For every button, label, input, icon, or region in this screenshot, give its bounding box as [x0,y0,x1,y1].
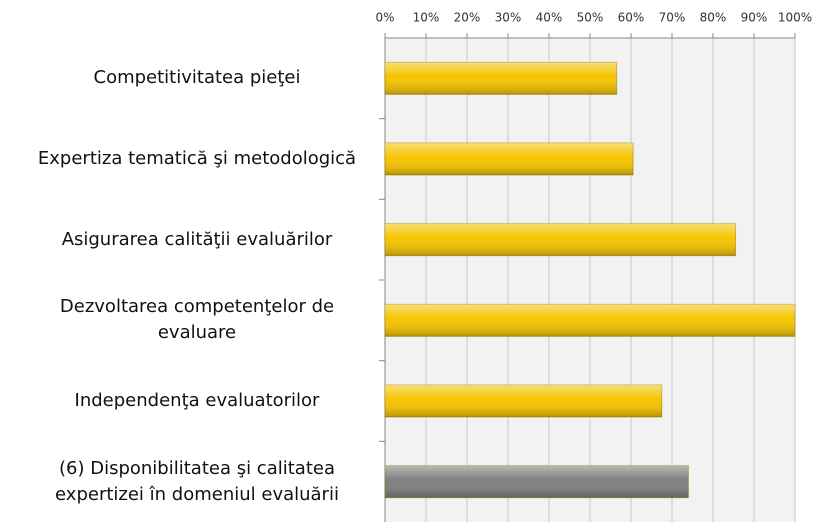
category-label: (6) Disponibilitatea şi calitatea expert… [55,457,339,505]
x-tick-label: 10% [413,11,440,25]
bar-shade [385,62,617,95]
category-label: Asigurarea calităţii evaluărilor [61,228,333,250]
x-tick-label: 20% [454,11,481,25]
category-label: Dezvoltarea competenţelor de evaluare [59,296,335,344]
x-tick-label: 80% [700,11,727,25]
x-tick-label: 100% [778,11,812,25]
bar-shade [385,143,634,175]
x-tick-label: 0% [375,11,394,25]
x-tick-label: 30% [495,11,522,25]
bar-shade [385,304,795,337]
bar-shade [385,385,662,417]
category-label: Expertiza tematică şi metodologică [37,148,357,169]
bar-shade [385,465,689,498]
x-tick-label: 60% [618,11,645,25]
category-label: Independenţa evaluatorilor [74,390,320,411]
category-label: Competitivitatea pieţei [93,67,301,89]
x-tick-label: 40% [536,11,563,25]
x-tick-label: 50% [577,11,604,25]
x-tick-label: 70% [659,11,686,25]
x-tick-label: 90% [741,11,768,25]
bar-shade [385,223,736,256]
